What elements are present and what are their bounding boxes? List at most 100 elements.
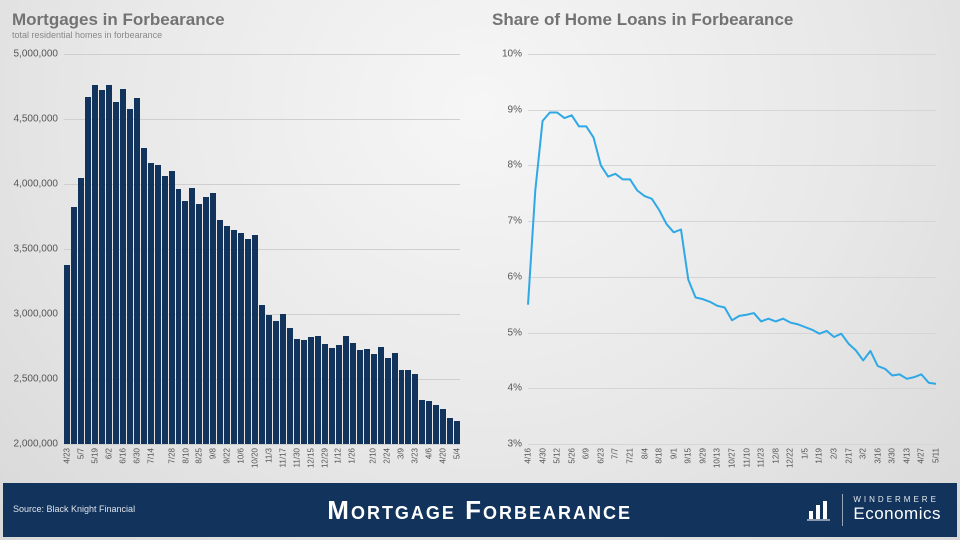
source-label: Source: Black Knight Financial <box>3 498 153 521</box>
bar <box>245 239 251 444</box>
left-chart-title: Mortgages in Forbearance <box>12 10 466 30</box>
bar <box>64 265 70 444</box>
x-axis-label: 11/10 <box>742 448 751 467</box>
gridline <box>64 444 460 445</box>
x-axis-label: 10/20 <box>251 448 260 468</box>
x-axis-label: 3/9 <box>396 448 405 459</box>
bar <box>322 344 328 444</box>
bar <box>399 370 405 444</box>
x-axis-label: 4/16 <box>524 448 533 464</box>
x-axis-label: 8/25 <box>195 448 204 464</box>
bar <box>433 405 439 444</box>
x-axis-label: 10/6 <box>237 448 246 464</box>
x-axis-label: 3/30 <box>888 448 897 464</box>
bar <box>378 347 384 445</box>
bar <box>231 230 237 445</box>
x-axis-label: 12/22 <box>786 448 795 468</box>
bar <box>210 193 216 444</box>
x-axis-label: 5/11 <box>932 448 941 463</box>
bar <box>364 349 370 444</box>
bar <box>287 328 293 444</box>
y-axis-label: 4,500,000 <box>8 114 58 125</box>
x-axis-label: 4/13 <box>902 448 911 464</box>
bar <box>280 314 286 444</box>
bar <box>447 418 453 444</box>
y-axis-label: 4,000,000 <box>8 179 58 190</box>
charts-row: Mortgages in Forbearance total residenti… <box>0 0 960 488</box>
brand-text: WINDERMERE Economics <box>853 496 941 524</box>
x-axis-label: 10/13 <box>713 448 722 468</box>
bar <box>148 163 154 444</box>
bar <box>336 345 342 444</box>
x-axis-label: 2/3 <box>830 448 839 459</box>
right-panel: Share of Home Loans in Forbearance 3%4%5… <box>480 0 960 488</box>
x-axis-label: 8/10 <box>181 448 190 464</box>
bar <box>266 315 272 444</box>
x-axis-label: 5/19 <box>91 448 100 464</box>
y-axis-label: 2,500,000 <box>8 374 58 385</box>
bar <box>426 401 432 444</box>
bar <box>273 321 279 445</box>
bar <box>350 343 356 444</box>
x-axis-label: 9/22 <box>223 448 232 464</box>
bar <box>71 207 77 444</box>
brand-top: WINDERMERE <box>853 496 941 504</box>
bar <box>329 348 335 444</box>
x-axis-label: 7/14 <box>146 448 155 464</box>
x-axis-label: 5/12 <box>553 448 562 464</box>
bar <box>99 90 105 444</box>
bar <box>182 201 188 444</box>
bar <box>440 409 446 444</box>
bar <box>196 204 202 445</box>
x-axis-label: 8/18 <box>655 448 664 464</box>
bar <box>419 400 425 444</box>
x-axis-label: 7/28 <box>167 448 176 464</box>
x-axis-label: 3/23 <box>410 448 419 464</box>
bar <box>392 353 398 444</box>
bar <box>371 354 377 444</box>
x-axis-label: 11/30 <box>292 448 301 467</box>
brand-separator <box>842 494 843 526</box>
bar <box>162 176 168 444</box>
bar <box>113 102 119 444</box>
x-axis-label: 5/7 <box>77 448 86 459</box>
bar <box>224 226 230 444</box>
x-axis-label: 6/23 <box>596 448 605 464</box>
x-axis-label: 7/21 <box>626 448 635 464</box>
slide: Mortgages in Forbearance total residenti… <box>0 0 960 540</box>
line-svg <box>488 44 946 484</box>
brand-block: WINDERMERE Economics <box>806 494 957 526</box>
x-axis-label: 2/10 <box>369 448 378 464</box>
left-panel: Mortgages in Forbearance total residenti… <box>0 0 480 488</box>
x-axis-label: 10/27 <box>728 448 737 468</box>
bar <box>385 358 391 444</box>
x-axis-label: 1/5 <box>800 448 809 459</box>
bar <box>343 336 349 444</box>
bar <box>203 197 209 444</box>
bar <box>217 220 223 444</box>
bar <box>120 89 126 444</box>
bar <box>127 109 133 444</box>
bar <box>134 98 140 444</box>
bar <box>189 188 195 444</box>
x-axis-label: 2/24 <box>383 448 392 464</box>
x-axis-label: 11/3 <box>264 448 273 463</box>
x-axis-label: 5/26 <box>567 448 576 464</box>
brand-bottom: Economics <box>853 504 941 523</box>
bar <box>454 421 460 444</box>
bar <box>92 85 98 444</box>
x-axis-label: 4/27 <box>917 448 926 464</box>
x-axis-label: 1/26 <box>348 448 357 464</box>
right-chart-title: Share of Home Loans in Forbearance <box>492 10 946 30</box>
footer-bar: Source: Black Knight Financial Mortgage … <box>3 483 957 537</box>
bar <box>155 165 161 445</box>
bar <box>357 350 363 444</box>
bar-chart: 2,000,0002,500,0003,000,0003,500,0004,00… <box>8 44 466 484</box>
line-series <box>528 113 936 384</box>
bars-icon <box>806 497 832 523</box>
x-axis-label: 9/1 <box>669 448 678 459</box>
y-axis-label: 5,000,000 <box>8 49 58 60</box>
x-axis-label: 6/30 <box>132 448 141 464</box>
x-axis-label: 1/12 <box>334 448 343 464</box>
line-chart: 3%4%5%6%7%8%9%10%4/164/305/125/266/96/23… <box>488 44 946 484</box>
